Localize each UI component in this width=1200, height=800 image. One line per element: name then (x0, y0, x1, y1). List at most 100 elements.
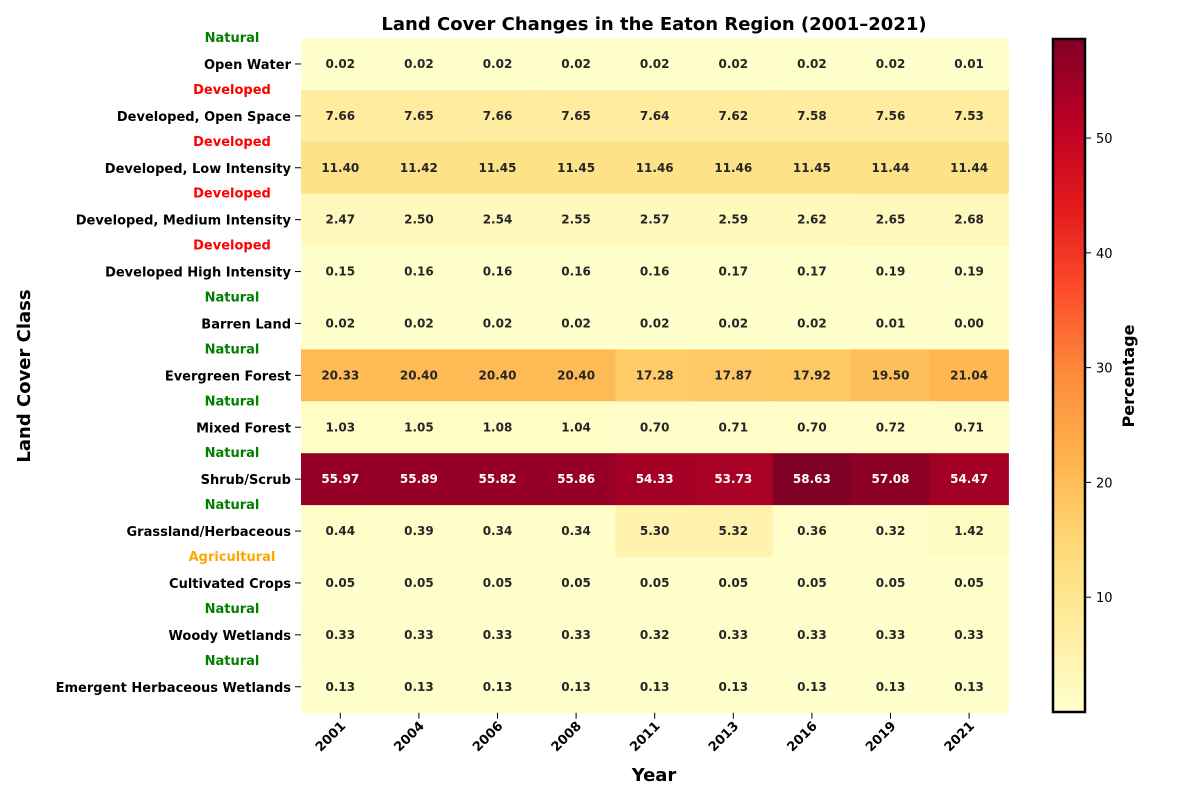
heatmap-cell (536, 38, 616, 91)
category-label: Developed (193, 239, 271, 254)
row-label: Woody Wetlands (169, 629, 292, 644)
cell-value-label: 7.65 (561, 109, 591, 123)
heatmap-cell (379, 401, 459, 454)
cell-value-label: 0.02 (718, 57, 748, 71)
cell-value-label: 0.17 (718, 265, 748, 279)
cell-value-label: 20.33 (321, 368, 359, 382)
cell-value-label: 0.02 (483, 316, 513, 330)
cell-value-label: 0.16 (404, 265, 434, 279)
heatmap-cell (379, 38, 459, 91)
cell-value-label: 0.02 (797, 57, 827, 71)
heatmap-cell (615, 660, 695, 714)
cell-value-label: 0.02 (640, 316, 670, 330)
heatmap-cell (301, 349, 381, 402)
cell-value-label: 1.03 (325, 420, 355, 434)
heatmap-cell (929, 453, 1009, 506)
cell-value-label: 57.08 (872, 472, 910, 486)
row-label: Developed, Open Space (117, 110, 291, 125)
cell-value-label: 7.58 (797, 109, 827, 123)
cell-value-label: 17.92 (793, 368, 831, 382)
heatmap-cell (615, 401, 695, 454)
category-label: Developed (193, 135, 271, 150)
colorbar-tick-label: 50 (1096, 132, 1113, 147)
heatmap-cell (379, 453, 459, 506)
heatmap-cell (458, 141, 538, 195)
cell-value-label: 54.33 (636, 472, 674, 486)
heatmap-cell (536, 453, 616, 506)
cell-value-label: 0.33 (954, 628, 984, 642)
heatmap-cell (379, 193, 459, 247)
heatmap-cell (458, 453, 538, 506)
heatmap-cell (458, 89, 538, 143)
cell-value-label: 20.40 (479, 368, 517, 382)
x-tick-label: 2004 (392, 719, 428, 755)
heatmap-cell (851, 608, 931, 662)
cell-value-label: 5.30 (640, 524, 670, 538)
cell-value-label: 17.28 (636, 368, 674, 382)
heatmap-cell (772, 505, 852, 558)
row-label: Evergreen Forest (165, 369, 291, 384)
cell-value-label: 11.42 (400, 161, 438, 175)
heatmap-cell (851, 557, 931, 610)
cell-value-label: 2.54 (483, 213, 513, 227)
colorbar-gradient (1051, 37, 1087, 714)
row-label: Barren Land (201, 317, 291, 332)
heatmap-cell (458, 38, 538, 91)
heatmap-cell (929, 401, 1009, 454)
heatmap-cell (301, 660, 381, 714)
cell-value-label: 0.16 (483, 265, 513, 279)
heatmap-cell (772, 401, 852, 454)
heatmap-cell (615, 505, 695, 558)
cell-value-label: 21.04 (950, 368, 988, 382)
heatmap-cell (615, 349, 695, 402)
cell-value-label: 1.05 (404, 420, 434, 434)
heatmap-cell (851, 297, 931, 350)
x-tick-label: 2019 (863, 719, 899, 755)
cell-value-label: 1.04 (561, 420, 591, 434)
cell-value-label: 0.33 (718, 628, 748, 642)
cell-value-label: 7.56 (876, 109, 906, 123)
cell-value-label: 0.05 (325, 576, 355, 590)
heatmap-cell (458, 297, 538, 350)
category-label: Natural (205, 446, 260, 461)
cell-value-label: 55.89 (400, 472, 438, 486)
x-tick-label: 2006 (470, 719, 506, 755)
heatmap-cell (615, 297, 695, 350)
cell-value-label: 17.87 (714, 368, 752, 382)
heatmap-cell (851, 38, 931, 91)
heatmap-cell (379, 245, 459, 298)
heatmap-cell (929, 38, 1009, 91)
heatmap-cell (772, 557, 852, 610)
cell-value-label: 0.13 (561, 680, 591, 694)
cell-value-label: 0.13 (718, 680, 748, 694)
heatmap-cell (694, 245, 774, 298)
heatmap-cell (615, 608, 695, 662)
cell-value-label: 0.17 (797, 265, 827, 279)
cell-value-label: 11.46 (636, 161, 674, 175)
heatmap-cell (458, 608, 538, 662)
cell-value-label: 0.16 (640, 265, 670, 279)
cell-value-label: 0.34 (561, 524, 591, 538)
cell-value-label: 0.13 (483, 680, 513, 694)
heatmap-cell (379, 505, 459, 558)
cell-value-label: 11.40 (321, 161, 359, 175)
heatmap-cell (694, 193, 774, 247)
category-label: Natural (205, 394, 260, 409)
heatmap-cell (536, 245, 616, 298)
heatmap-cell (301, 608, 381, 662)
heatmap-cell (301, 38, 381, 91)
row-label: Open Water (204, 58, 292, 73)
heatmap-cell (694, 453, 774, 506)
heatmap-cell (694, 38, 774, 91)
cell-value-label: 0.13 (954, 680, 984, 694)
heatmap-cell (694, 349, 774, 402)
cell-value-label: 0.02 (325, 316, 355, 330)
cell-value-label: 0.02 (404, 57, 434, 71)
cell-value-label: 7.66 (325, 109, 355, 123)
colorbar-tick-label: 40 (1096, 247, 1113, 262)
cell-value-label: 0.02 (325, 57, 355, 71)
heatmap-cell (615, 557, 695, 610)
cell-value-label: 2.57 (640, 213, 670, 227)
heatmap-cell (301, 505, 381, 558)
colorbar-tick-label: 10 (1096, 591, 1113, 606)
